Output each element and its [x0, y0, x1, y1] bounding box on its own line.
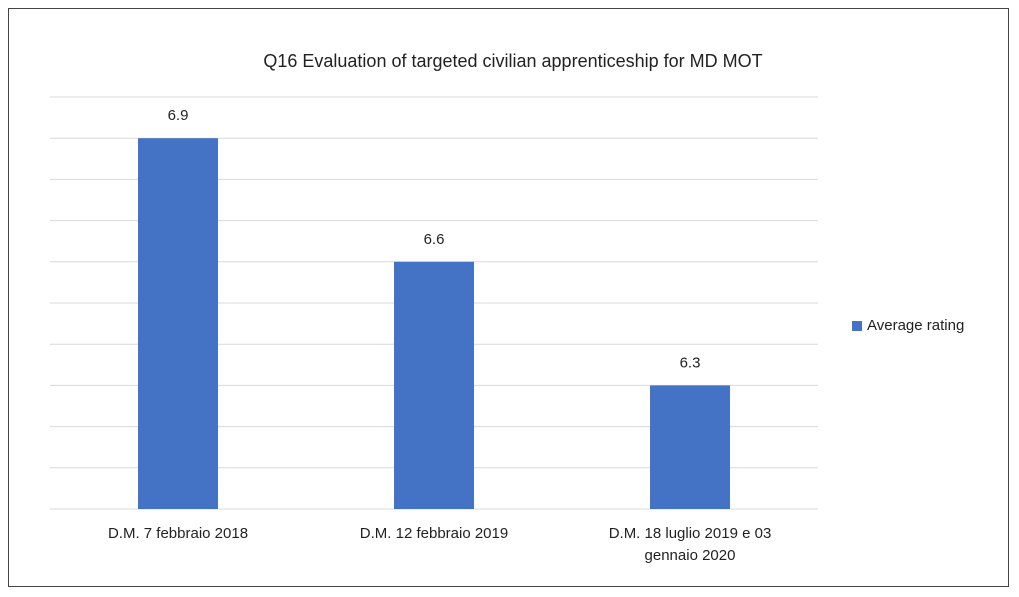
legend-swatch [852, 321, 862, 331]
legend-label: Average rating [867, 317, 964, 334]
data-label: 6.6 [424, 231, 445, 248]
x-tick-label: D.M. 7 febbraio 2018 [107, 525, 249, 542]
chart-title: Q16 Evaluation of targeted civilian appr… [263, 51, 762, 71]
chart-frame [8, 8, 1009, 587]
bar [650, 385, 730, 509]
bar [138, 138, 218, 509]
x-tick-label: D.M. 18 luglio 2019 e 03 gennaio 2020 [608, 525, 772, 564]
data-label: 6.9 [168, 107, 189, 124]
x-tick-label: D.M. 12 febbraio 2019 [359, 525, 509, 542]
data-label: 6.3 [680, 354, 701, 371]
bar [394, 261, 474, 509]
